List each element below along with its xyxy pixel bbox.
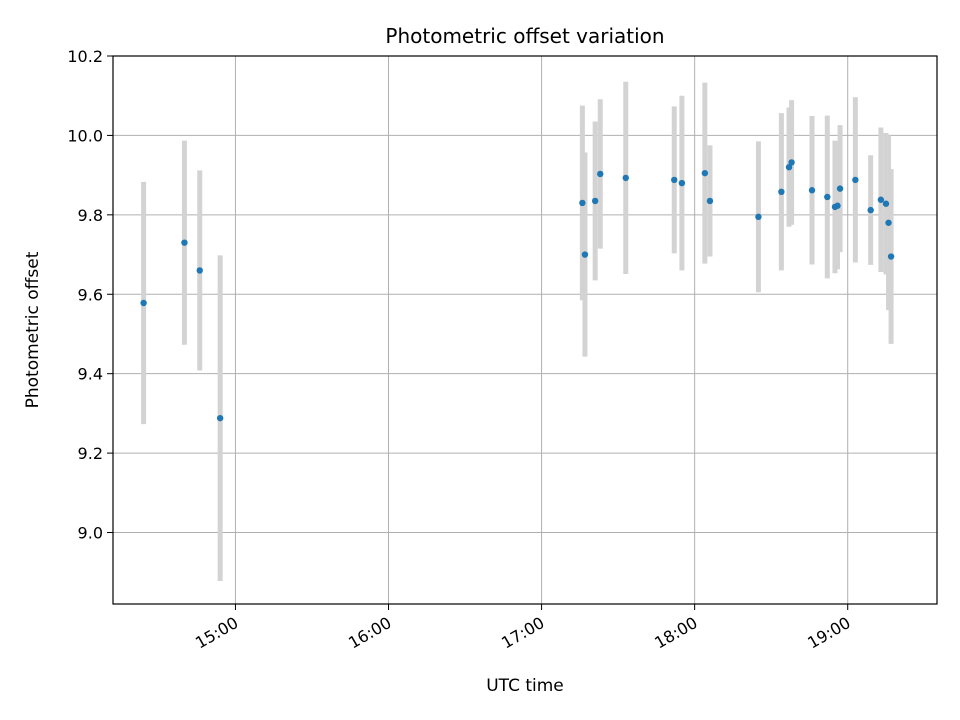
data-point [597,170,604,178]
y-tick-label: 9.8 [78,206,103,225]
plot-frame [112,55,938,605]
data-point [701,169,709,177]
data-point [824,193,831,201]
y-tick-label: 9.4 [78,365,103,384]
data-point [671,176,678,184]
data-point [882,200,890,207]
chart-title: Photometric offset variation [385,24,664,48]
data-point [785,163,793,171]
data-point [140,299,147,307]
data-point [788,159,795,166]
data-point [579,199,586,207]
data-point [181,239,188,246]
data-point [216,414,224,422]
data-point [196,267,203,274]
data-point [834,202,841,209]
data-point [591,197,599,205]
data-point [885,219,892,226]
data-point [808,187,816,194]
data-point [877,196,885,203]
y-tick-label: 10.2 [67,47,103,66]
data-point [836,185,844,192]
y-axis-label: Photometric offset [23,251,43,408]
data-point [678,179,686,187]
y-tick-label: 9.0 [78,524,103,543]
y-tick-label: 9.6 [78,285,103,304]
data-point [867,206,874,214]
data-points [140,159,895,422]
grid [113,55,937,604]
y-tick-label: 9.2 [78,444,103,463]
data-point [706,197,714,205]
data-point [778,188,785,196]
data-point [622,174,629,182]
data-point [887,253,895,260]
data-point [581,251,589,258]
y-axis-ticks: 9.0 9.2 9.4 9.6 9.8 10.0 10.2 [67,47,113,543]
data-point [755,213,762,221]
data-point [852,176,859,184]
y-tick-label: 10.0 [67,126,103,145]
x-axis-label: UTC time [486,676,564,696]
